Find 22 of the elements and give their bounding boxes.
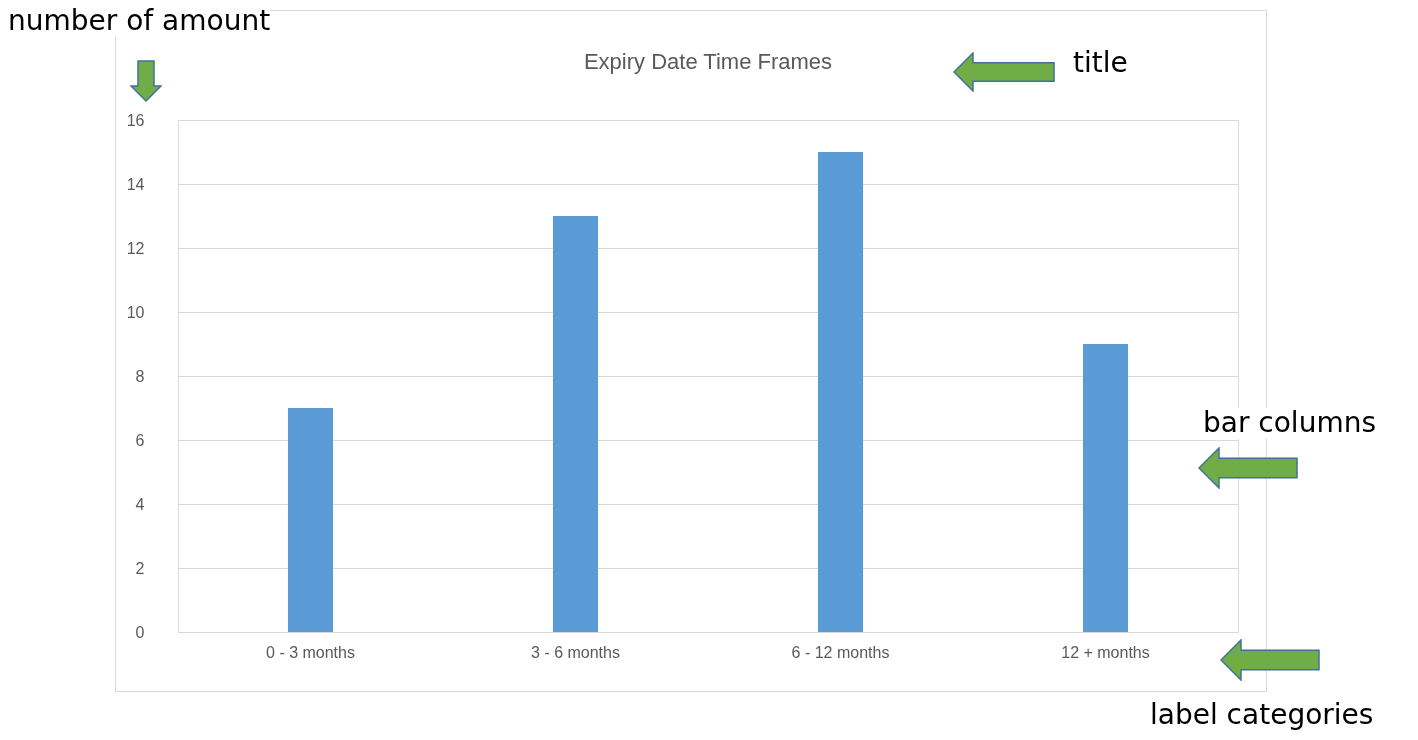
bar	[552, 216, 599, 632]
y-tick-label: 16	[126, 111, 145, 129]
annotation: bar columns	[1203, 406, 1377, 439]
chart-title: Expiry Date Time Frames	[583, 49, 833, 74]
text: title	[1073, 46, 1128, 79]
y-tick-label: 6	[135, 431, 145, 449]
x-tick-label: 12 + months	[1061, 643, 1150, 661]
y-tick-label: 4	[135, 495, 145, 513]
text: number of amount	[8, 4, 271, 37]
bar	[287, 408, 334, 632]
y-tick-label: 14	[126, 175, 145, 193]
y-tick-label: 12	[126, 239, 145, 257]
bar	[817, 152, 864, 632]
y-tick-label: 8	[135, 367, 145, 385]
x-tick-label: 6 - 12 months	[791, 643, 890, 661]
y-tick-label: 2	[135, 559, 145, 577]
x-tick-label: 3 - 6 months	[531, 643, 620, 661]
y-tick-label: 10	[126, 303, 145, 321]
bar	[1082, 344, 1129, 632]
x-tick-label: 0 - 3 months	[266, 643, 355, 661]
y-tick-label: 0	[135, 623, 145, 641]
text: label categories	[1150, 698, 1374, 731]
